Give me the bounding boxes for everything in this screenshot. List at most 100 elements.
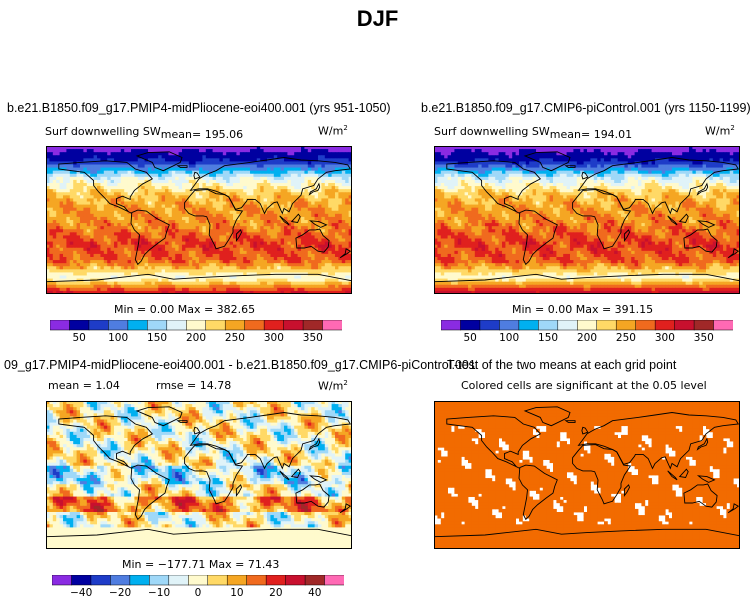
coastline <box>339 248 352 259</box>
map-cell <box>331 207 336 212</box>
map-cell <box>345 155 349 159</box>
map-cell <box>226 235 230 239</box>
map-cell <box>239 244 244 249</box>
map-cell <box>124 149 128 153</box>
map-cell <box>570 155 574 159</box>
map-cell <box>158 189 162 193</box>
map-cell <box>100 263 105 267</box>
map-cell <box>100 210 105 215</box>
map-cell <box>59 266 64 270</box>
map-cell <box>233 229 237 233</box>
map-cell <box>171 167 176 172</box>
map-cell <box>56 235 60 239</box>
map-cell <box>661 164 666 168</box>
map-cell <box>474 146 479 150</box>
map-cell <box>321 201 326 205</box>
map-cell <box>229 272 234 276</box>
map-cell <box>253 287 258 292</box>
map-cell <box>148 287 152 292</box>
map-cell <box>256 269 261 273</box>
map-cell <box>114 247 118 252</box>
map-cell <box>226 272 230 276</box>
map-cell <box>168 290 173 294</box>
map-cell <box>134 278 139 283</box>
map-cell <box>338 241 343 246</box>
map-cell <box>59 173 64 178</box>
map-cell <box>280 192 285 196</box>
map-cell <box>46 247 50 252</box>
map-cell <box>110 189 115 193</box>
map-cell <box>185 235 190 239</box>
map-cell <box>199 284 203 289</box>
map-cell <box>226 164 230 168</box>
map-cell <box>148 164 152 168</box>
map-cell <box>256 170 261 175</box>
map-cell <box>219 170 224 175</box>
map-cell <box>117 238 122 242</box>
map-cell <box>290 210 295 215</box>
map-cell <box>199 253 203 258</box>
map-cell <box>46 189 50 193</box>
map-cell <box>205 226 210 230</box>
map-cell <box>321 216 326 221</box>
map-cell <box>563 155 567 159</box>
map-cell <box>239 253 244 258</box>
map-cell <box>103 204 108 209</box>
map-cell <box>127 158 132 162</box>
map-cell <box>63 179 67 184</box>
map-cell <box>192 167 196 172</box>
map-cell <box>117 161 122 165</box>
map-cell <box>273 266 278 270</box>
map-cell <box>440 155 445 159</box>
map-cell <box>246 223 251 227</box>
map-cell <box>83 232 88 236</box>
map-cell <box>83 179 88 184</box>
map-cell <box>199 226 203 230</box>
map-cell <box>236 213 241 218</box>
map-cell <box>239 287 244 292</box>
map-cell <box>284 164 288 168</box>
map-cell <box>168 266 173 270</box>
map-cell <box>229 229 234 233</box>
map-cell <box>76 290 81 294</box>
map-cell <box>590 161 595 165</box>
map-cell <box>124 287 128 292</box>
map-cell <box>66 195 71 199</box>
map-cell <box>110 266 115 270</box>
map-cell <box>233 235 237 239</box>
map-cell <box>253 253 258 258</box>
map-cell <box>168 250 173 255</box>
map-cell <box>175 229 179 233</box>
map-cell <box>175 216 179 221</box>
map-cell <box>498 155 503 159</box>
map-cell <box>148 281 152 286</box>
map-cell <box>658 152 663 156</box>
map-cell <box>185 204 190 209</box>
map-cell <box>195 275 200 279</box>
map-cell <box>256 189 261 193</box>
map-cell <box>192 229 196 233</box>
map-cell <box>100 287 105 292</box>
map-cell <box>338 207 343 212</box>
map-cell <box>216 213 220 218</box>
map-cell <box>73 281 77 286</box>
map-cell <box>260 238 264 242</box>
map-cell <box>222 241 227 246</box>
map-cell <box>168 207 173 212</box>
map-cell <box>304 152 309 156</box>
map-cell <box>188 186 193 190</box>
map-cell <box>260 253 264 258</box>
map-cell <box>256 226 261 230</box>
map-cell <box>631 146 635 150</box>
colorbar-tick-label: 150 <box>147 332 168 344</box>
map-cell <box>100 232 105 236</box>
map-cell <box>638 146 642 150</box>
map-cell <box>685 164 690 168</box>
map-cell <box>131 250 135 255</box>
map-cell <box>280 183 285 187</box>
map-cell <box>239 183 244 187</box>
map-cell <box>69 260 74 264</box>
map-cell <box>280 146 285 150</box>
map-cell <box>171 278 176 283</box>
map-cell <box>127 164 132 168</box>
